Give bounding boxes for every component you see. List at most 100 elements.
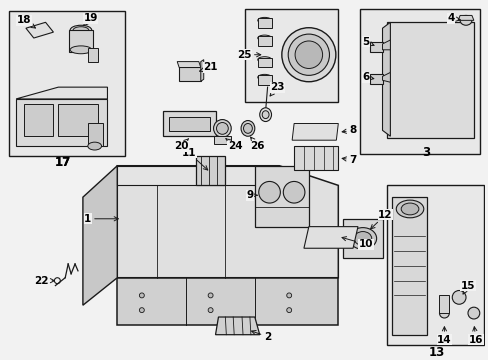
Polygon shape	[457, 15, 473, 21]
Ellipse shape	[257, 57, 271, 63]
Ellipse shape	[258, 181, 280, 203]
Polygon shape	[16, 87, 107, 99]
Ellipse shape	[451, 291, 465, 304]
Polygon shape	[163, 111, 215, 136]
Ellipse shape	[283, 181, 305, 203]
Text: 26: 26	[250, 137, 264, 151]
Bar	[386, 185, 483, 345]
Polygon shape	[117, 278, 338, 325]
Polygon shape	[26, 22, 53, 38]
Bar	[439, 296, 448, 313]
Ellipse shape	[262, 111, 268, 118]
Polygon shape	[386, 22, 473, 138]
Polygon shape	[304, 227, 357, 248]
Text: 14: 14	[436, 327, 451, 345]
Text: 4: 4	[447, 13, 459, 23]
Polygon shape	[88, 123, 102, 146]
Polygon shape	[369, 75, 382, 84]
Bar	[257, 58, 271, 67]
Ellipse shape	[348, 228, 376, 249]
Text: 13: 13	[427, 346, 444, 359]
Text: 22: 22	[34, 276, 54, 286]
Ellipse shape	[208, 308, 213, 312]
Text: 18: 18	[17, 15, 36, 28]
Text: 11: 11	[182, 148, 207, 170]
Polygon shape	[391, 197, 426, 335]
Ellipse shape	[281, 28, 335, 82]
Ellipse shape	[459, 15, 471, 25]
Polygon shape	[291, 123, 338, 140]
Ellipse shape	[286, 293, 291, 298]
Text: 6: 6	[362, 72, 373, 82]
Polygon shape	[177, 62, 201, 67]
Ellipse shape	[257, 35, 271, 41]
Text: 3: 3	[422, 147, 430, 159]
Polygon shape	[117, 166, 338, 278]
Text: 17: 17	[55, 156, 71, 169]
Ellipse shape	[139, 293, 144, 298]
Ellipse shape	[139, 308, 144, 312]
Polygon shape	[382, 72, 389, 82]
Text: 10: 10	[341, 237, 372, 249]
Polygon shape	[369, 42, 382, 52]
Ellipse shape	[243, 123, 252, 133]
Polygon shape	[382, 40, 389, 50]
Text: 9: 9	[246, 190, 257, 200]
Polygon shape	[24, 104, 53, 136]
Ellipse shape	[70, 46, 92, 54]
Ellipse shape	[439, 308, 448, 318]
Ellipse shape	[467, 307, 479, 319]
Polygon shape	[293, 146, 338, 170]
Text: 23: 23	[269, 82, 284, 96]
Polygon shape	[83, 166, 117, 305]
Polygon shape	[117, 166, 279, 185]
Text: 8: 8	[342, 125, 356, 135]
Text: 7: 7	[342, 155, 356, 165]
Bar	[257, 18, 271, 28]
Polygon shape	[382, 22, 389, 136]
Ellipse shape	[395, 200, 423, 218]
Polygon shape	[215, 317, 259, 335]
Ellipse shape	[286, 308, 291, 312]
Text: 2: 2	[251, 330, 271, 342]
Ellipse shape	[88, 142, 102, 150]
Bar	[359, 9, 479, 154]
Ellipse shape	[73, 27, 89, 33]
Ellipse shape	[259, 108, 271, 122]
Ellipse shape	[287, 34, 329, 75]
Text: 20: 20	[174, 139, 188, 151]
Bar	[257, 75, 271, 85]
Polygon shape	[343, 219, 382, 258]
Polygon shape	[254, 166, 308, 227]
Ellipse shape	[216, 122, 228, 134]
Bar	[213, 136, 231, 144]
Text: 25: 25	[236, 50, 260, 60]
Text: 1: 1	[84, 214, 118, 224]
Ellipse shape	[257, 75, 271, 80]
Ellipse shape	[70, 25, 92, 35]
Bar	[69, 30, 93, 52]
Text: 12: 12	[370, 210, 392, 229]
Ellipse shape	[213, 120, 231, 137]
Polygon shape	[16, 99, 107, 146]
Text: 24: 24	[225, 139, 242, 151]
Text: 5: 5	[362, 37, 373, 47]
Polygon shape	[179, 67, 201, 81]
Ellipse shape	[208, 293, 213, 298]
Bar	[9, 10, 125, 156]
Ellipse shape	[400, 203, 418, 215]
Text: 19: 19	[83, 13, 98, 26]
Ellipse shape	[294, 41, 322, 68]
Ellipse shape	[241, 121, 254, 136]
Text: 17: 17	[55, 156, 71, 169]
Polygon shape	[196, 156, 225, 185]
Bar	[257, 36, 271, 46]
Polygon shape	[201, 60, 203, 81]
Ellipse shape	[353, 231, 371, 245]
Polygon shape	[58, 104, 98, 136]
Polygon shape	[169, 117, 209, 131]
Polygon shape	[88, 48, 98, 62]
Text: 21: 21	[199, 63, 218, 72]
Ellipse shape	[257, 17, 271, 23]
Text: 15: 15	[460, 280, 474, 294]
